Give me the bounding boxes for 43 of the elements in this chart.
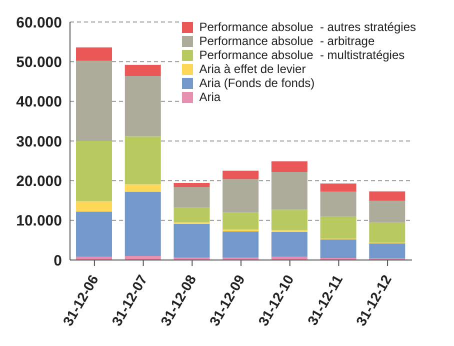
y-tick-label: 40.000 [16, 94, 62, 111]
legend-label: Aria à effet de levier [199, 62, 306, 76]
bar [124, 64, 161, 76]
bar [124, 76, 161, 136]
legend-label: Aria [199, 90, 221, 104]
bar [320, 216, 356, 239]
y-tick-label: 30.000 [16, 133, 62, 150]
bar [222, 212, 259, 230]
bar [76, 60, 112, 141]
bar [124, 136, 161, 184]
bar [174, 208, 210, 222]
bar [124, 184, 161, 192]
y-tick-label: 0 [54, 252, 62, 270]
legend-label: Aria (Fonds de fonds) [199, 76, 315, 90]
legend-label: Performance absolue - multistratégies [199, 48, 405, 62]
bar [76, 141, 112, 202]
bar [369, 222, 406, 243]
bar [369, 191, 406, 201]
bar [320, 183, 356, 192]
bar [76, 212, 112, 257]
bar [76, 201, 112, 212]
y-tick-label: 50.000 [16, 54, 62, 71]
bar [320, 192, 356, 217]
bar [271, 172, 308, 210]
bar [271, 161, 308, 172]
bar [174, 183, 210, 188]
bar [271, 232, 308, 257]
bar [271, 210, 308, 230]
bar [320, 239, 356, 258]
y-tick-label: 20.000 [16, 172, 62, 190]
bar [222, 231, 259, 258]
bar [222, 170, 259, 180]
bar [174, 224, 210, 258]
bar [369, 200, 406, 223]
bar [174, 187, 210, 208]
y-tick-label: 10.000 [16, 212, 62, 230]
bar [222, 179, 259, 212]
bar [369, 243, 406, 258]
bar [124, 192, 161, 256]
legend-label: Performance absolue - autres stratégies [199, 20, 416, 34]
y-tick-label: 60.000 [16, 14, 62, 32]
bar [76, 47, 112, 61]
legend-label: Performance absolue - arbitrage [199, 34, 375, 48]
